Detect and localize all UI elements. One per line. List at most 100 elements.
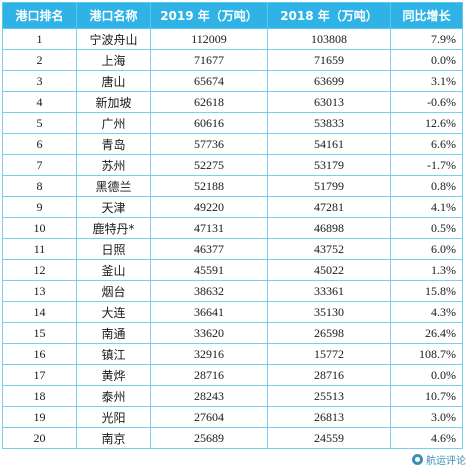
- cell-2019: 71677: [150, 49, 268, 71]
- cell-2019: 65674: [150, 70, 268, 92]
- cell-rank: 4: [2, 91, 77, 113]
- cell-growth: 0.0%: [390, 49, 463, 71]
- cell-growth: 7.9%: [390, 28, 463, 50]
- cell-growth: 10.7%: [390, 385, 463, 407]
- table-row: 7 苏州 52275 53179 -1.7%: [2, 154, 463, 176]
- table-row: 10 鹿特丹* 47131 46898 0.5%: [2, 217, 463, 239]
- table-header-row: 港口排名 港口名称 2019 年（万吨） 2018 年（万吨） 同比增长: [2, 2, 463, 29]
- cell-2018: 33361: [267, 280, 391, 302]
- header-rank: 港口排名: [2, 2, 77, 29]
- table-row: 9 天津 49220 47281 4.1%: [2, 196, 463, 218]
- cell-rank: 2: [2, 49, 77, 71]
- cell-rank: 14: [2, 301, 77, 323]
- cell-2019: 28243: [150, 385, 268, 407]
- cell-port-name: 天津: [76, 196, 151, 218]
- cell-port-name: 日照: [76, 238, 151, 260]
- cell-2018: 24559: [267, 427, 391, 449]
- cell-2018: 63013: [267, 91, 391, 113]
- cell-2018: 15772: [267, 343, 391, 365]
- cell-port-name: 黄烨: [76, 364, 151, 386]
- cell-growth: -1.7%: [390, 154, 463, 176]
- header-2019: 2019 年（万吨）: [150, 2, 268, 29]
- table-row: 1 宁波舟山 112009 103808 7.9%: [2, 28, 463, 50]
- cell-port-name: 青岛: [76, 133, 151, 155]
- table-row: 12 釜山 45591 45022 1.3%: [2, 259, 463, 281]
- cell-port-name: 鹿特丹*: [76, 217, 151, 239]
- cell-2019: 52275: [150, 154, 268, 176]
- cell-growth: 6.0%: [390, 238, 463, 260]
- table-row: 4 新加坡 62618 63013 -0.6%: [2, 91, 463, 113]
- cell-2019: 27604: [150, 406, 268, 428]
- cell-2018: 45022: [267, 259, 391, 281]
- table-row: 2 上海 71677 71659 0.0%: [2, 49, 463, 71]
- cell-2019: 52188: [150, 175, 268, 197]
- table-row: 13 烟台 38632 33361 15.8%: [2, 280, 463, 302]
- cell-2018: 43752: [267, 238, 391, 260]
- cell-growth: 12.6%: [390, 112, 463, 134]
- cell-growth: 4.6%: [390, 427, 463, 449]
- cell-port-name: 宁波舟山: [76, 28, 151, 50]
- cell-growth: 3.1%: [390, 70, 463, 92]
- cell-rank: 1: [2, 28, 77, 50]
- cell-2018: 51799: [267, 175, 391, 197]
- cell-port-name: 泰州: [76, 385, 151, 407]
- cell-2018: 28716: [267, 364, 391, 386]
- cell-growth: 0.8%: [390, 175, 463, 197]
- table-row: 5 广州 60616 53833 12.6%: [2, 112, 463, 134]
- cell-growth: 15.8%: [390, 280, 463, 302]
- watermark-text: 航运评论: [426, 456, 466, 467]
- cell-2018: 35130: [267, 301, 391, 323]
- cell-2019: 49220: [150, 196, 268, 218]
- cell-rank: 11: [2, 238, 77, 260]
- table-row: 14 大连 36641 35130 4.3%: [2, 301, 463, 323]
- cell-rank: 10: [2, 217, 77, 239]
- cell-growth: 3.0%: [390, 406, 463, 428]
- cell-2019: 47131: [150, 217, 268, 239]
- header-2018: 2018 年（万吨）: [267, 2, 391, 29]
- cell-2019: 28716: [150, 364, 268, 386]
- cell-rank: 16: [2, 343, 77, 365]
- cell-port-name: 苏州: [76, 154, 151, 176]
- table-row: 8 黑德兰 52188 51799 0.8%: [2, 175, 463, 197]
- cell-rank: 12: [2, 259, 77, 281]
- cell-rank: 15: [2, 322, 77, 344]
- port-throughput-table: 港口排名 港口名称 2019 年（万吨） 2018 年（万吨） 同比增长 1 宁波…: [2, 2, 463, 449]
- cell-2019: 60616: [150, 112, 268, 134]
- cell-growth: 0.0%: [390, 364, 463, 386]
- table-row: 16 镇江 32916 15772 108.7%: [2, 343, 463, 365]
- cell-2018: 26813: [267, 406, 391, 428]
- cell-growth: 108.7%: [390, 343, 463, 365]
- table-row: 11 日照 46377 43752 6.0%: [2, 238, 463, 260]
- cell-rank: 7: [2, 154, 77, 176]
- header-growth: 同比增长: [390, 2, 463, 29]
- cell-rank: 9: [2, 196, 77, 218]
- cell-rank: 5: [2, 112, 77, 134]
- cell-2019: 62618: [150, 91, 268, 113]
- cell-rank: 3: [2, 70, 77, 92]
- cell-2018: 63699: [267, 70, 391, 92]
- table-row: 20 南京 25689 24559 4.6%: [2, 427, 463, 449]
- table-row: 3 唐山 65674 63699 3.1%: [2, 70, 463, 92]
- cell-growth: 6.6%: [390, 133, 463, 155]
- cell-2018: 54161: [267, 133, 391, 155]
- cell-2018: 46898: [267, 217, 391, 239]
- cell-port-name: 南通: [76, 322, 151, 344]
- watermark: 航运评论: [408, 451, 470, 468]
- cell-2018: 25513: [267, 385, 391, 407]
- wechat-logo-icon: [412, 454, 423, 465]
- cell-rank: 19: [2, 406, 77, 428]
- cell-2019: 45591: [150, 259, 268, 281]
- cell-2019: 57736: [150, 133, 268, 155]
- cell-rank: 18: [2, 385, 77, 407]
- cell-port-name: 光阳: [76, 406, 151, 428]
- cell-2019: 46377: [150, 238, 268, 260]
- cell-2019: 32916: [150, 343, 268, 365]
- cell-2018: 103808: [267, 28, 391, 50]
- cell-port-name: 镇江: [76, 343, 151, 365]
- cell-rank: 17: [2, 364, 77, 386]
- header-port-name: 港口名称: [76, 2, 151, 29]
- table-body: 1 宁波舟山 112009 103808 7.9% 2 上海 71677 71659 0.0% 3 唐…: [2, 28, 463, 449]
- cell-rank: 8: [2, 175, 77, 197]
- cell-2018: 53179: [267, 154, 391, 176]
- cell-2018: 71659: [267, 49, 391, 71]
